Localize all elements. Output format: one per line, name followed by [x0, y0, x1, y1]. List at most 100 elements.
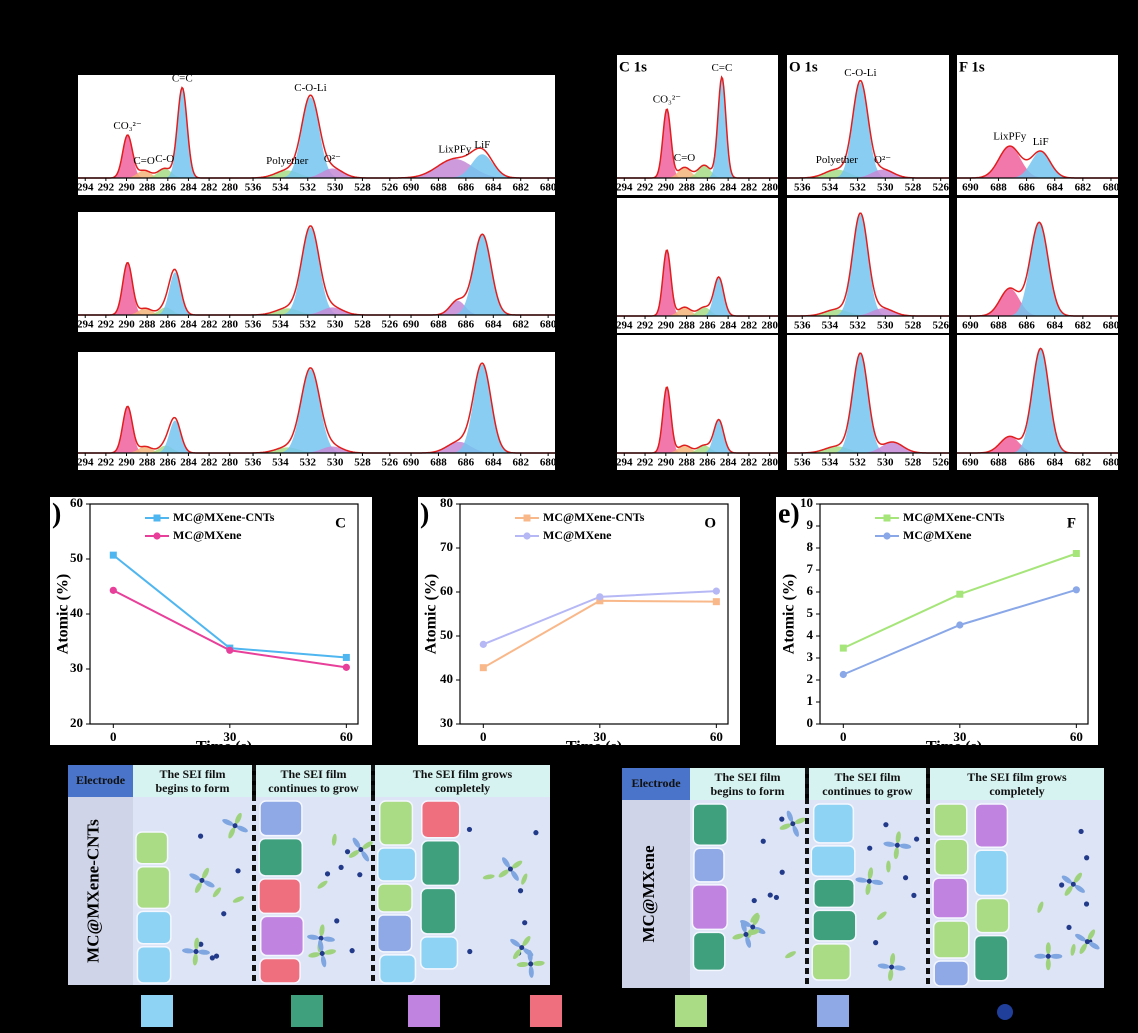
solvent: [1037, 901, 1044, 913]
salt-anion: [876, 911, 887, 920]
marker: [523, 532, 531, 540]
x-tick-label: 280: [221, 319, 238, 331]
anion-lobe: [318, 939, 324, 952]
anion-lobe: [786, 810, 794, 822]
x-tick-label: 534: [272, 457, 289, 469]
marker: [226, 646, 234, 654]
y-tick-label: 40: [70, 605, 83, 620]
x-tick-label: 526: [932, 182, 949, 194]
salt-anion: [1034, 942, 1063, 971]
x-tick-label: 682: [512, 182, 529, 194]
li-ion: [1084, 855, 1090, 861]
y-tick-label: 7: [807, 561, 814, 576]
x-tick-label: 686: [1018, 320, 1035, 332]
x-tick-label: 288: [139, 319, 156, 331]
anion-lobe: [516, 961, 529, 968]
electrode-column: [68, 797, 133, 985]
y-tick-label: 2: [807, 671, 814, 686]
solvent: [785, 951, 796, 959]
salt-anion: [785, 951, 796, 959]
legend-label: MC@MXene-CNTs: [903, 510, 1005, 524]
anion-lobe: [745, 936, 752, 948]
x-tick-label: 534: [272, 182, 289, 194]
anion-lobe: [192, 953, 198, 966]
swatch: [817, 995, 849, 1027]
anion-lobe: [1088, 941, 1100, 950]
y-tick-label: 3: [807, 649, 814, 664]
x-tick-label: 530: [877, 457, 894, 469]
x-tick-label: 680: [540, 319, 557, 331]
stage-header: [690, 768, 805, 800]
anion-core: [318, 935, 324, 941]
y-tick-label: 9: [807, 517, 814, 532]
x-tick-label: 280: [761, 182, 778, 194]
anion-lobe: [510, 870, 519, 881]
sei-particle: [692, 803, 729, 846]
y-tick-label: 40: [440, 671, 453, 686]
panel-title: F 1s: [959, 59, 985, 75]
li-ion: [779, 816, 785, 822]
marker: [596, 593, 604, 601]
x-tick-label: 688: [990, 320, 1007, 332]
marker: [956, 621, 964, 629]
legend-label: MC@MXene-CNTs: [173, 510, 275, 524]
salt-anion: [348, 837, 373, 862]
x-tick-label: 286: [699, 457, 716, 469]
li-ion: [773, 894, 780, 901]
x-tick-label: 686: [458, 457, 475, 469]
x-tick-label: 282: [741, 457, 758, 469]
sei-particle: [378, 800, 414, 846]
anion-lobe: [352, 837, 361, 849]
li-ion: [338, 864, 344, 870]
y-tick-label: 20: [70, 715, 83, 730]
peak-component: [957, 151, 1118, 178]
x-tick-label: 282: [741, 182, 758, 194]
x-tick-label: 284: [720, 457, 737, 469]
salt-anion: [1061, 872, 1085, 896]
peak-component: [957, 146, 1118, 178]
anion-lobe: [324, 949, 336, 955]
sei-particle: [811, 943, 852, 981]
peak-label: C=O: [133, 155, 155, 167]
x-tick-label: 288: [139, 457, 156, 469]
peak-label: Polyether: [266, 155, 308, 167]
peak-component: [787, 309, 949, 316]
peak-component: [238, 168, 398, 178]
x-tick-label: 534: [822, 457, 839, 469]
x-tick-label: 286: [160, 457, 177, 469]
x-tick-label: 680: [540, 457, 557, 469]
x-tick-label: 680: [1103, 457, 1120, 469]
sei-particle: [420, 800, 461, 839]
anion-lobe: [528, 965, 534, 978]
anion-lobe: [348, 850, 360, 858]
li-ion: [751, 897, 757, 904]
peak-component: [787, 446, 949, 453]
x-tick-label: 688: [430, 457, 447, 469]
x-axis-label: Time (s): [196, 739, 252, 756]
stage-title: begins to form: [156, 781, 230, 795]
peak-component: [787, 169, 949, 178]
anion-lobe: [794, 817, 806, 825]
anion-lobe: [895, 831, 901, 844]
stage-header: [930, 768, 1104, 800]
peak-component: [238, 308, 398, 315]
li-ion: [357, 872, 363, 878]
x-tick-label: 286: [160, 182, 177, 194]
legend-swatches: [141, 995, 1013, 1027]
anion-core: [199, 877, 205, 883]
y-tick-label: 50: [440, 627, 453, 642]
anion-core: [232, 823, 238, 829]
sei-particle: [420, 840, 461, 887]
x-tick-label: 684: [485, 457, 502, 469]
anion-lobe: [511, 860, 523, 869]
sei-particle: [136, 866, 171, 910]
stage-title: continues to grow: [822, 784, 913, 798]
y-tick-label: 80: [440, 495, 453, 510]
anion-lobe: [319, 924, 325, 937]
salt-anion: [222, 812, 248, 839]
marker: [839, 644, 847, 652]
swatch: [530, 995, 562, 1027]
sei-particle: [258, 837, 303, 877]
x-tick-label: 530: [877, 182, 894, 194]
anion-core: [790, 821, 796, 827]
